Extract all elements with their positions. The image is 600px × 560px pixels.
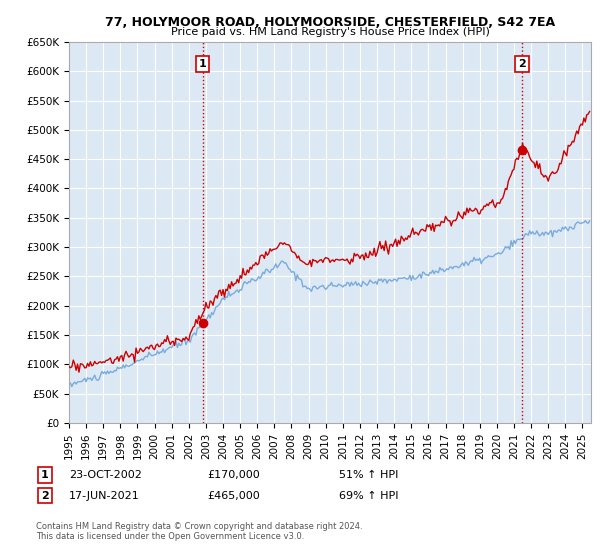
- Text: 2: 2: [518, 59, 526, 69]
- Text: 17-JUN-2021: 17-JUN-2021: [69, 491, 140, 501]
- Text: Contains HM Land Registry data © Crown copyright and database right 2024.
This d: Contains HM Land Registry data © Crown c…: [36, 522, 362, 542]
- Text: £465,000: £465,000: [207, 491, 260, 501]
- Text: 2: 2: [41, 491, 49, 501]
- Text: Price paid vs. HM Land Registry's House Price Index (HPI): Price paid vs. HM Land Registry's House …: [170, 27, 490, 37]
- Text: 1: 1: [41, 470, 49, 480]
- Text: 23-OCT-2002: 23-OCT-2002: [69, 470, 142, 480]
- Text: 51% ↑ HPI: 51% ↑ HPI: [339, 470, 398, 480]
- Text: 1: 1: [199, 59, 206, 69]
- Text: £170,000: £170,000: [207, 470, 260, 480]
- Text: 77, HOLYMOOR ROAD, HOLYMOORSIDE, CHESTERFIELD, S42 7EA: 77, HOLYMOOR ROAD, HOLYMOORSIDE, CHESTER…: [105, 16, 555, 29]
- Text: 69% ↑ HPI: 69% ↑ HPI: [339, 491, 398, 501]
